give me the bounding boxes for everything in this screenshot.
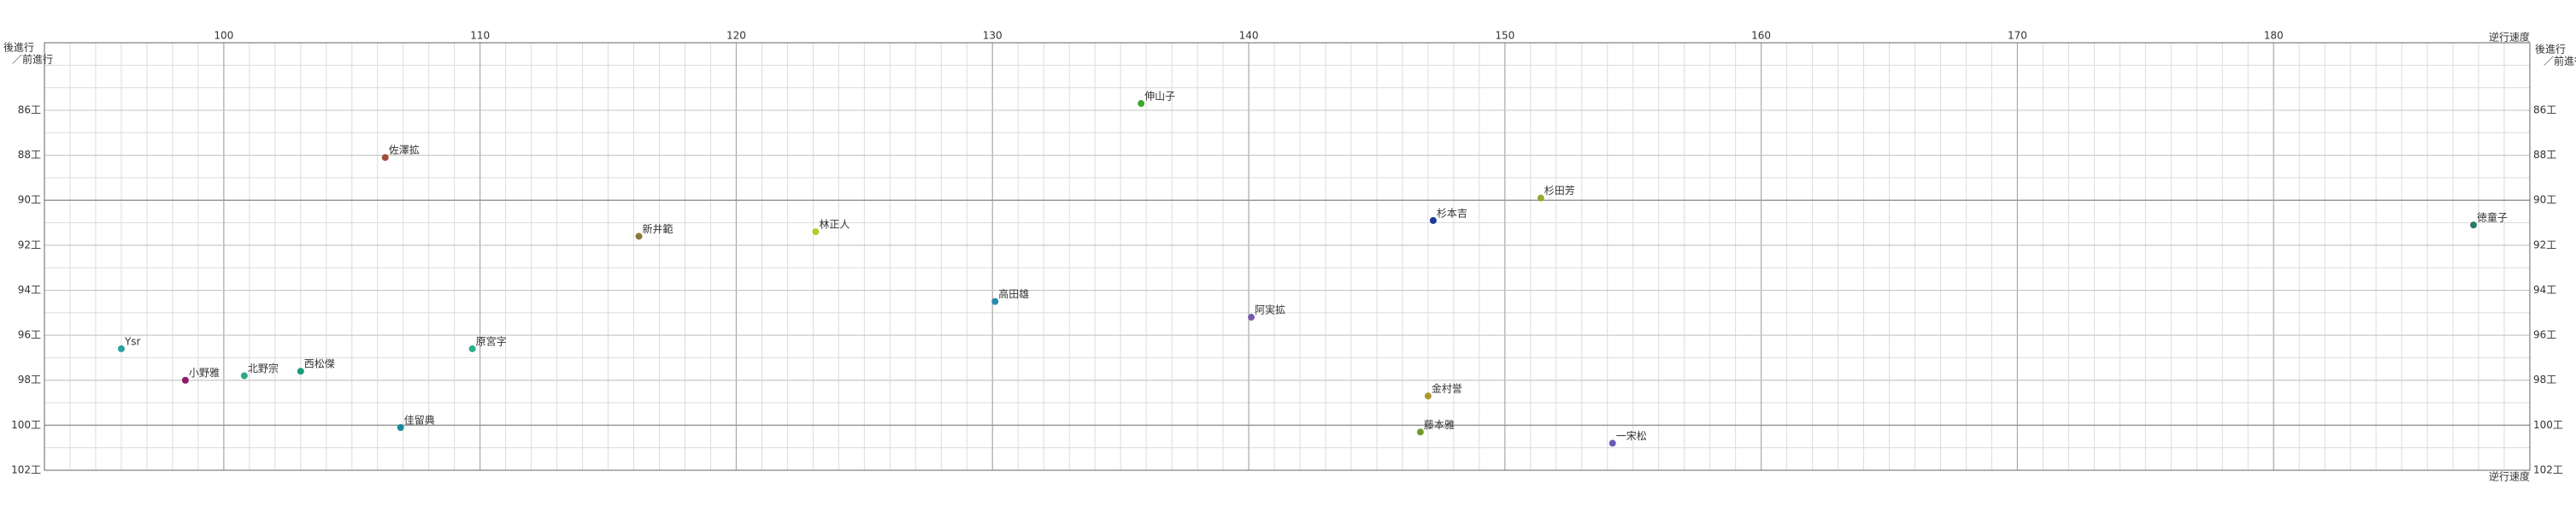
point-label: 伸山子 bbox=[1144, 91, 1175, 103]
point-label: 徳童子 bbox=[2477, 211, 2508, 224]
point bbox=[1537, 194, 1544, 202]
point bbox=[1609, 439, 1616, 447]
point bbox=[181, 376, 189, 384]
point bbox=[297, 368, 304, 375]
x-tick-label: 150 bbox=[1495, 30, 1514, 42]
y-tick-label: 102工 bbox=[11, 464, 41, 476]
point-label: Ysr bbox=[124, 335, 141, 347]
point-label: 北野宗 bbox=[248, 362, 279, 374]
y-tick-label: 98工 bbox=[18, 374, 41, 386]
x-tick-label: 130 bbox=[983, 30, 1003, 42]
y-tick-label: 86工 bbox=[18, 103, 41, 115]
y-tick-label: 100工 bbox=[2533, 419, 2563, 431]
corner-label: ／前進行 bbox=[12, 53, 53, 66]
point bbox=[1138, 100, 1145, 108]
y-tick-label: 90工 bbox=[18, 194, 41, 206]
x-tick-label: 160 bbox=[1751, 30, 1771, 42]
corner-label: 後進行 bbox=[3, 42, 34, 54]
point bbox=[812, 228, 820, 236]
point bbox=[1248, 314, 1256, 321]
point-label: 藤本雅 bbox=[1424, 418, 1455, 431]
y-tick-label: 100工 bbox=[11, 419, 41, 431]
point bbox=[117, 345, 125, 352]
y-tick-label: 96工 bbox=[2533, 329, 2556, 341]
x-tick-label: 120 bbox=[726, 30, 746, 42]
y-tick-label: 90工 bbox=[2533, 194, 2556, 206]
corner-label: ／前進行 bbox=[2544, 55, 2576, 68]
y-tick-label: 98工 bbox=[2533, 374, 2556, 386]
point-label: 小野雅 bbox=[189, 366, 220, 379]
point bbox=[381, 154, 389, 162]
point-label: 新井範 bbox=[643, 222, 673, 235]
point-label: 杉田芳 bbox=[1544, 185, 1575, 197]
point-label: 西松傑 bbox=[304, 358, 335, 370]
y-tick-label: 88工 bbox=[18, 149, 41, 161]
x-tick-label: 110 bbox=[470, 30, 490, 42]
corner-label: 逆行速度 bbox=[2489, 31, 2530, 44]
point bbox=[1429, 216, 1437, 224]
corner-label: 逆行速度 bbox=[2489, 470, 2530, 483]
point-label: 杉本吉 bbox=[1437, 207, 1467, 219]
y-tick-label: 86工 bbox=[2533, 103, 2556, 115]
x-tick-label: 100 bbox=[214, 30, 233, 42]
point-label: 一宋松 bbox=[1616, 429, 1647, 442]
x-tick-label: 170 bbox=[2008, 30, 2027, 42]
point-label: 佐澤拡 bbox=[389, 144, 420, 156]
point-label: 林正人 bbox=[819, 219, 850, 231]
point-label: 阿実拡 bbox=[1255, 304, 1285, 316]
corner-label: 後進行 bbox=[2535, 44, 2566, 56]
point-label: 金村誉 bbox=[1432, 382, 1462, 395]
point bbox=[240, 372, 248, 380]
point bbox=[1424, 392, 1432, 400]
plot-frame bbox=[44, 42, 2531, 471]
y-tick-label: 92工 bbox=[2533, 239, 2556, 251]
point bbox=[2470, 221, 2478, 229]
y-tick-label: 94工 bbox=[18, 284, 41, 296]
y-tick-label: 92工 bbox=[18, 239, 41, 251]
y-tick-label: 94工 bbox=[2533, 284, 2556, 296]
y-tick-label: 88工 bbox=[2533, 149, 2556, 161]
point-label: 原宮字 bbox=[476, 334, 507, 347]
point bbox=[1416, 428, 1424, 436]
y-tick-label: 102工 bbox=[2533, 464, 2563, 476]
point-label: 佳留典 bbox=[404, 415, 435, 427]
point bbox=[468, 345, 476, 352]
x-tick-label: 180 bbox=[2264, 30, 2284, 42]
point bbox=[635, 233, 643, 240]
point bbox=[991, 298, 999, 305]
y-tick-label: 96工 bbox=[18, 329, 41, 341]
point-label: 高田雄 bbox=[998, 287, 1029, 300]
point bbox=[397, 424, 404, 431]
x-tick-label: 140 bbox=[1239, 30, 1259, 42]
